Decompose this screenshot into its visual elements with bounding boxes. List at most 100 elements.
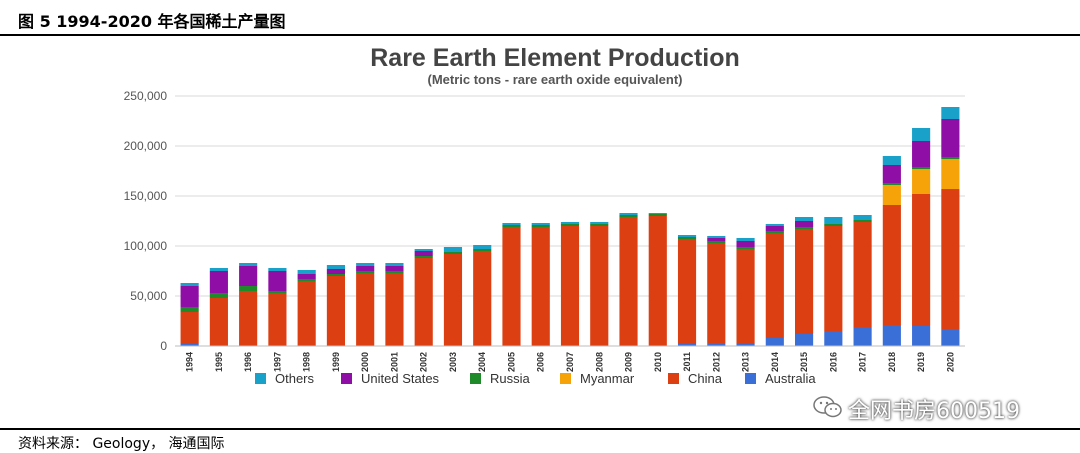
- x-tick-label: 2003: [448, 352, 458, 372]
- bar-china-2004: [473, 251, 492, 346]
- bar-others-2010: [648, 213, 667, 214]
- bar-united-states-2001: [385, 266, 404, 271]
- bar-china-2003: [443, 254, 463, 346]
- bar-russia-2018: [882, 183, 901, 185]
- bar-others-2016: [824, 217, 843, 224]
- bar-others-2003: [443, 247, 463, 252]
- bar-australia-2017: [853, 327, 872, 346]
- legend-label: China: [688, 371, 723, 386]
- figure-caption: 图 5 1994-2020 年各国稀土产量图: [18, 12, 286, 31]
- bar-united-states-1995: [209, 271, 228, 293]
- bar-russia-2015: [795, 227, 814, 229]
- bar-united-states-1994: [180, 286, 199, 307]
- legend-swatch: [745, 373, 756, 384]
- bar-china-2019: [912, 194, 931, 326]
- bar-united-states-2015: [795, 221, 814, 227]
- bar-china-2016: [824, 226, 843, 331]
- source-note: 资料来源： Geology， 海通国际: [18, 436, 225, 452]
- legend-label: Others: [275, 371, 315, 386]
- bar-russia-1997: [268, 291, 287, 293]
- x-tick-label: 2001: [389, 352, 399, 372]
- x-tick-label: 2014: [770, 352, 780, 372]
- x-tick-label: 1995: [214, 352, 224, 372]
- bar-china-2018: [882, 205, 901, 325]
- bar-others-2012: [707, 236, 726, 238]
- bar-russia-2012: [707, 241, 726, 243]
- bar-others-2002: [414, 249, 433, 251]
- bar-russia-2003: [443, 252, 463, 254]
- bar-others-2017: [853, 215, 872, 220]
- bar-others-2009: [619, 213, 638, 215]
- y-tick-label: 250,000: [124, 89, 168, 103]
- bar-united-states-1996: [239, 266, 258, 286]
- bar-others-2000: [356, 263, 375, 266]
- x-tick-label: 2009: [624, 352, 634, 372]
- watermark-text: 全网书房600519: [848, 399, 1020, 424]
- bar-others-2020: [941, 107, 960, 119]
- x-tick-label: 1999: [331, 352, 341, 372]
- bar-russia-2009: [619, 215, 638, 217]
- y-tick-label: 150,000: [124, 189, 168, 203]
- bar-others-1997: [268, 268, 287, 271]
- bar-united-states-2002: [414, 251, 433, 256]
- x-tick-label: 2008: [594, 352, 604, 372]
- x-tick-label: 2012: [711, 352, 721, 372]
- bar-australia-2016: [824, 331, 843, 346]
- y-tick-label: 100,000: [124, 239, 168, 253]
- bars: [180, 107, 960, 346]
- bar-russia-2020: [941, 157, 960, 159]
- legend-label: United States: [361, 371, 440, 386]
- x-tick-label: 2013: [741, 352, 751, 372]
- x-tick-label: 2018: [887, 352, 897, 372]
- x-tick-label: 2020: [945, 352, 955, 372]
- chart-title: Rare Earth Element Production: [370, 44, 740, 72]
- x-tick-label: 2017: [858, 352, 868, 372]
- bar-russia-2017: [853, 220, 872, 222]
- bar-myanmar-2018: [882, 185, 901, 205]
- x-tick-label: 2005: [506, 352, 516, 372]
- bar-others-2011: [677, 235, 697, 237]
- legend-swatch: [341, 373, 352, 384]
- bar-china-2015: [795, 229, 814, 334]
- bar-russia-2006: [531, 225, 550, 227]
- bar-china-2009: [619, 217, 638, 346]
- bar-china-2012: [707, 243, 726, 343]
- bar-united-states-2014: [765, 226, 784, 231]
- bar-australia-2012: [707, 343, 726, 346]
- bar-australia-2018: [882, 325, 901, 346]
- bar-united-states-2018: [882, 165, 901, 183]
- bar-others-2015: [795, 217, 814, 221]
- bar-russia-1995: [209, 293, 228, 298]
- bar-united-states-2020: [941, 119, 960, 157]
- bar-china-2013: [736, 249, 755, 344]
- x-tick-label: 1994: [185, 352, 195, 372]
- bar-others-1995: [209, 268, 228, 271]
- chart-subtitle: (Metric tons - rare earth oxide equivale…: [427, 72, 682, 87]
- x-tick-label: 2011: [682, 352, 692, 372]
- bar-others-1994: [180, 283, 199, 286]
- x-axis: 1994 1995 1996 1997 1998 1999 2000 2001 2002 2003…: [175, 345, 965, 372]
- x-tick-label: 2000: [360, 352, 370, 372]
- bar-russia-2005: [502, 225, 521, 227]
- bar-australia-2019: [912, 326, 931, 346]
- bar-others-2013: [736, 238, 755, 241]
- bar-china-2014: [765, 233, 784, 338]
- bar-china-2005: [502, 227, 521, 346]
- x-tick-label: 2004: [477, 352, 487, 372]
- bar-china-1998: [297, 281, 316, 346]
- bar-australia-2014: [765, 338, 784, 346]
- bar-russia-2019: [912, 167, 931, 169]
- bar-united-states-1999: [326, 269, 345, 274]
- bar-united-states-2012: [707, 238, 726, 241]
- bar-china-2000: [356, 273, 375, 346]
- bar-china-1995: [209, 298, 228, 346]
- bar-russia-2002: [414, 256, 433, 258]
- wechat-icon: [813, 396, 842, 418]
- x-tick-label: 1996: [243, 352, 253, 372]
- bar-russia-2016: [824, 224, 843, 226]
- y-tick-label: 200,000: [124, 139, 168, 153]
- bar-china-2017: [853, 222, 872, 327]
- bar-united-states-1998: [297, 274, 316, 279]
- legend-swatch: [668, 373, 679, 384]
- bar-china-2010: [648, 216, 667, 346]
